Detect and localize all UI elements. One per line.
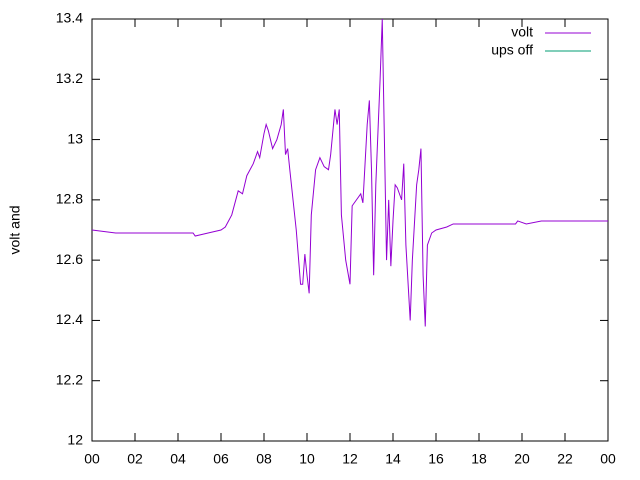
y-tick-label: 13.2 xyxy=(56,70,83,86)
legend-label: volt xyxy=(511,24,533,40)
x-tick-label: 14 xyxy=(385,451,401,467)
y-tick-label: 12.6 xyxy=(56,251,83,267)
x-tick-label: 06 xyxy=(213,451,229,467)
y-tick-label: 13 xyxy=(67,130,83,146)
x-tick-label: 00 xyxy=(84,451,100,467)
x-tick-label: 08 xyxy=(256,451,272,467)
x-tick-label: 04 xyxy=(170,451,186,467)
x-tick-label: 00 xyxy=(600,451,616,467)
y-tick-label: 12.2 xyxy=(56,371,83,387)
y-axis-label: volt and xyxy=(7,205,23,254)
y-tick-label: 12.8 xyxy=(56,191,83,207)
x-tick-label: 12 xyxy=(342,451,358,467)
y-tick-label: 13.4 xyxy=(56,10,83,26)
plot-border xyxy=(91,18,609,442)
x-tick-label: 16 xyxy=(428,451,444,467)
x-tick-label: 02 xyxy=(127,451,143,467)
data-line xyxy=(91,18,608,327)
x-tick-label: 22 xyxy=(557,451,573,467)
y-tick-label: 12.4 xyxy=(56,311,83,327)
legend-label: ups off xyxy=(491,42,533,58)
x-tick-label: 10 xyxy=(299,451,315,467)
y-tick-label: 12 xyxy=(67,432,83,448)
x-tick-label: 20 xyxy=(514,451,530,467)
x-tick-label: 18 xyxy=(471,451,487,467)
